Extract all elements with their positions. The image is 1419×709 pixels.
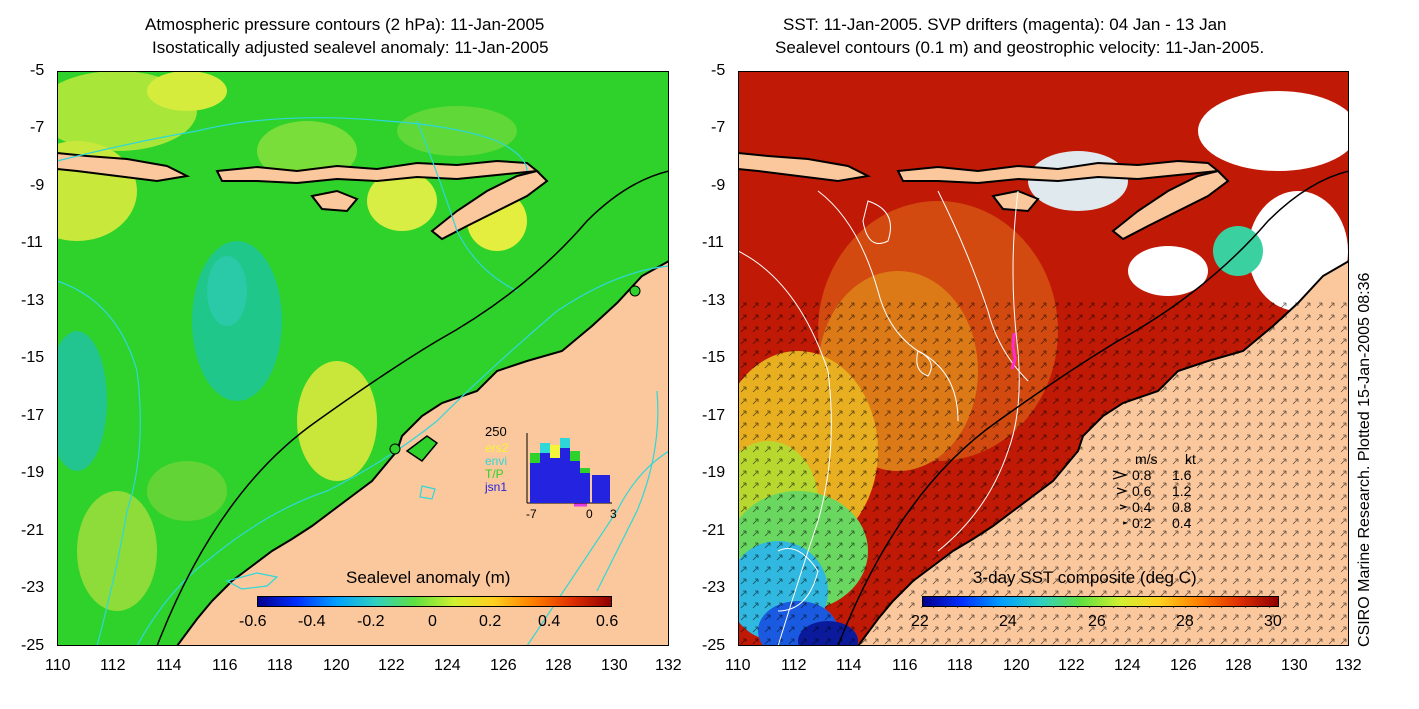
right-lat-tick: -9 — [711, 177, 726, 194]
right-lat-tick: -11 — [702, 234, 724, 251]
credit-text: CSIRO Marine Research. Plotted 15-Jan-20… — [1356, 272, 1373, 647]
right-lon-tick: 112 — [781, 657, 807, 674]
sealevel-colorbar — [257, 596, 612, 607]
left-lat-tick: -11 — [21, 234, 43, 251]
left-lat-tick: -7 — [30, 119, 45, 136]
right-lat-tick: -23 — [702, 579, 726, 596]
right-lon-tick: 124 — [1114, 657, 1141, 674]
left-lon-tick: 114 — [156, 657, 182, 674]
left-cbar-tick-2: -0.2 — [357, 613, 385, 630]
right-lat-tick: -15 — [702, 349, 726, 366]
velocity-row3-kt: 0.8 — [1172, 499, 1192, 515]
inset-xtick-neg7: -7 — [526, 507, 537, 521]
right-cbar-tick-3: 28 — [1176, 613, 1194, 630]
right-cbar-tick-0: 22 — [911, 613, 929, 630]
left-title-line1: Atmospheric pressure contours (2 hPa): 1… — [145, 15, 545, 34]
right-lat-tick: -7 — [711, 119, 726, 136]
velocity-row4-ms: 0.2 — [1132, 515, 1152, 531]
left-lon-tick: 110 — [45, 657, 71, 674]
inset-legend-ers2: ers2 — [485, 441, 509, 455]
sealevel-anomaly-map — [57, 71, 669, 646]
left-cbar-tick-1: -0.4 — [298, 613, 326, 630]
right-colorbar-label: 3-day SST composite (deg C) — [973, 568, 1197, 587]
left-cbar-tick-0: -0.6 — [239, 613, 267, 630]
inset-xtick-3: 3 — [610, 507, 617, 521]
left-lon-tick: 124 — [434, 657, 461, 674]
left-lon-tick: 128 — [545, 657, 572, 674]
right-lat-tick: -21 — [702, 522, 726, 539]
velocity-row3-ms: 0.4 — [1132, 499, 1152, 515]
left-lon-tick: 132 — [655, 657, 682, 674]
left-lat-tick: -17 — [21, 407, 45, 424]
sst-colorbar — [922, 596, 1279, 607]
left-lon-tick: 118 — [267, 657, 293, 674]
right-lon-tick: 114 — [836, 657, 862, 674]
left-cbar-tick-3: 0 — [428, 613, 437, 630]
satellite-count-inset: 250 ers2 envi T/P jsn1 -7 0 3 — [484, 424, 617, 521]
right-lon-tick: 128 — [1225, 657, 1252, 674]
left-lat-tick: -19 — [21, 464, 45, 481]
right-lon-tick: 126 — [1170, 657, 1197, 674]
velocity-row2-kt: 1.2 — [1172, 483, 1192, 499]
right-lon-tick: 116 — [892, 657, 918, 674]
left-title-line2: Isostatically adjusted sealevel anomaly:… — [152, 38, 549, 57]
left-lon-tick: 112 — [100, 657, 126, 674]
velocity-row4-kt: 0.4 — [1172, 515, 1192, 531]
left-lat-tick: -13 — [21, 292, 45, 309]
left-lon-tick: 126 — [490, 657, 517, 674]
right-title-line2: Sealevel contours (0.1 m) and geostrophi… — [775, 38, 1265, 57]
left-lon-tick: 122 — [378, 657, 405, 674]
right-lat-tick: -17 — [702, 407, 726, 424]
sst-map — [738, 71, 1349, 646]
right-lat-tick: -13 — [702, 292, 726, 309]
velocity-row1-kt: 1.6 — [1172, 467, 1192, 483]
left-lat-tick: -21 — [21, 522, 45, 539]
right-lon-tick: 110 — [725, 657, 751, 674]
left-lat-tick: -25 — [21, 637, 45, 654]
left-lat-tick: -9 — [30, 177, 45, 194]
left-lat-tick: -5 — [30, 62, 45, 79]
right-lon-tick: 118 — [947, 657, 973, 674]
left-cbar-tick-4: 0.2 — [479, 613, 502, 630]
right-lat-tick: -5 — [711, 62, 726, 79]
velocity-row1-ms: 0.8 — [1132, 467, 1152, 483]
velocity-row2-ms: 0.6 — [1132, 483, 1152, 499]
right-lon-tick: 122 — [1058, 657, 1085, 674]
inset-ymax-label: 250 — [485, 424, 507, 439]
inset-xtick-0: 0 — [586, 507, 593, 521]
left-colorbar-label: Sealevel anomaly (m) — [346, 568, 511, 587]
right-cbar-tick-2: 26 — [1088, 613, 1106, 630]
left-lat-tick: -15 — [21, 349, 45, 366]
left-cbar-tick-5: 0.4 — [538, 613, 561, 630]
right-cbar-tick-1: 24 — [999, 613, 1017, 630]
left-lon-tick: 120 — [323, 657, 350, 674]
left-lon-tick: 130 — [601, 657, 628, 674]
inset-legend-jsn1: jsn1 — [484, 480, 507, 494]
inset-legend-tp: T/P — [485, 467, 504, 481]
left-lon-tick: 116 — [212, 657, 238, 674]
inset-legend-envi: envi — [485, 454, 507, 468]
velocity-legend: m/s kt 0.8 1.6 0.6 1.2 0.4 0.8 0.2 0.4 — [1112, 451, 1196, 531]
left-cbar-tick-6: 0.6 — [596, 613, 619, 630]
right-cbar-tick-4: 30 — [1264, 613, 1282, 630]
right-title-line1: SST: 11-Jan-2005. SVP drifters (magenta)… — [783, 15, 1227, 34]
left-lat-tick: -23 — [21, 579, 45, 596]
right-lon-tick: 120 — [1003, 657, 1030, 674]
velocity-legend-header-ms: m/s — [1135, 451, 1158, 467]
right-lon-tick: 130 — [1281, 657, 1308, 674]
right-lat-tick: -19 — [702, 464, 726, 481]
velocity-legend-header-kt: kt — [1185, 451, 1196, 467]
right-lon-tick: 132 — [1335, 657, 1362, 674]
right-lat-tick: -25 — [702, 637, 726, 654]
